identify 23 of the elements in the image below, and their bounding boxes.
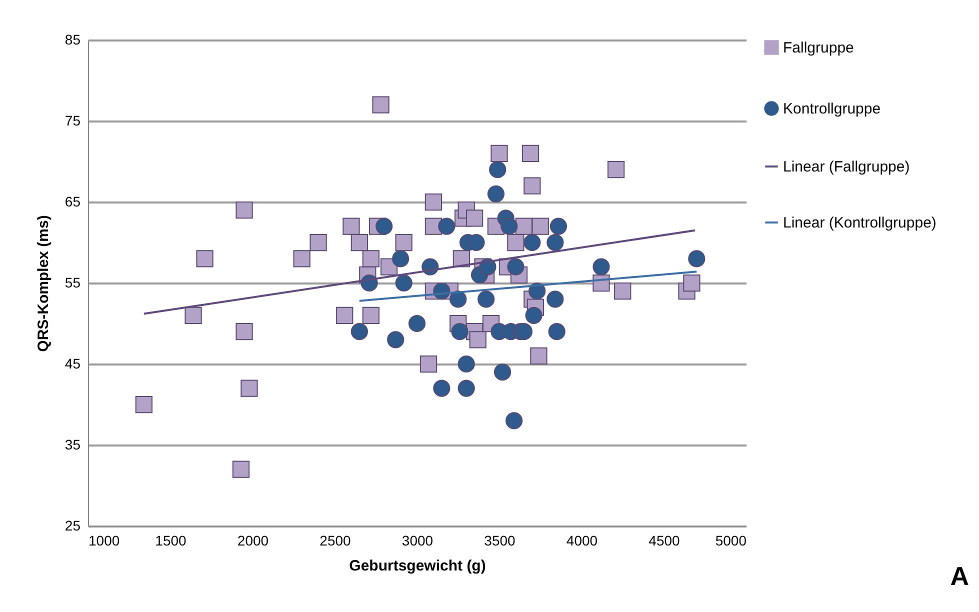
x-tick-label: 4500 — [648, 532, 680, 548]
x-axis-title: Geburtsgewicht (g) — [349, 558, 486, 574]
legend-label: Linear (Fallgruppe) — [783, 158, 910, 176]
x-tick-label: 2500 — [320, 532, 352, 548]
y-axis-title: QRS-Komplex (ms) — [34, 215, 52, 352]
x-tick-label: 2000 — [237, 532, 269, 548]
legend-label: Fallgruppe — [783, 40, 854, 56]
text: A — [950, 561, 969, 592]
x-tick-label: 3000 — [402, 532, 434, 548]
legend-label: Kontrollgruppe — [783, 100, 881, 118]
y-tick-label: 65 — [64, 194, 81, 210]
x-tick-label: 5000 — [715, 532, 747, 548]
legend-label: Linear (Kontrollgruppe) — [783, 214, 936, 232]
x-tick-label: 1500 — [155, 532, 187, 548]
y-tick-label: 55 — [64, 274, 81, 290]
x-tick-label: 1000 — [88, 532, 120, 548]
y-tick-label: 75 — [64, 112, 81, 128]
y-tick-label: 45 — [64, 356, 81, 372]
y-tick-label: 85 — [64, 32, 81, 48]
y-tick-label: 25 — [64, 518, 81, 534]
y-tick-label: 35 — [64, 436, 81, 452]
x-tick-label: 3500 — [484, 532, 516, 548]
x-tick-label: 4000 — [566, 532, 598, 548]
